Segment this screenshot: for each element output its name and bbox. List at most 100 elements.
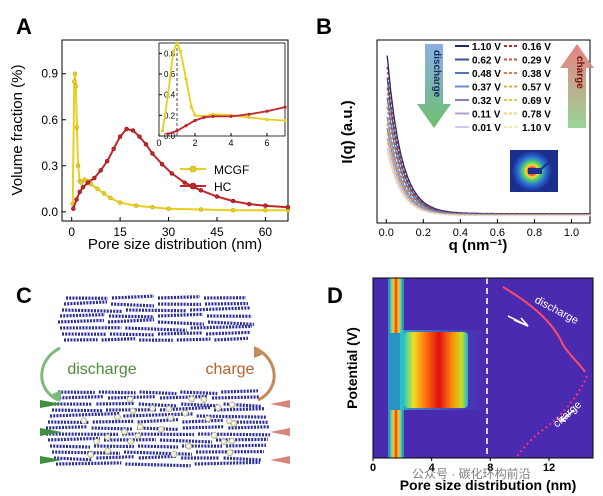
panel-d-heatmap: discharge charge Potential (V) Pore size… bbox=[344, 277, 594, 493]
x-tick-label: 0.6 bbox=[490, 227, 505, 239]
ion-arrow bbox=[270, 456, 290, 464]
saxs-pattern-image bbox=[510, 150, 558, 192]
graphene-layer bbox=[181, 402, 220, 408]
inset-point-hc bbox=[247, 112, 251, 116]
graphene-layer bbox=[197, 432, 271, 437]
x-tick-label: 1.0 bbox=[564, 227, 579, 239]
saxs-curve bbox=[386, 152, 591, 217]
legend-charge-label: 0.29 V bbox=[522, 56, 551, 67]
graphene-layer bbox=[221, 389, 259, 394]
graphene-layer bbox=[157, 331, 203, 336]
graphene-layer bbox=[157, 312, 204, 318]
inset-point-hc bbox=[166, 132, 170, 136]
data-point-hc bbox=[285, 204, 291, 210]
panel-c-charge-label: charge bbox=[206, 361, 255, 378]
data-point-hc bbox=[150, 151, 155, 156]
data-point-mcgf bbox=[198, 207, 204, 212]
legend-discharge-label: 1.10 V bbox=[472, 42, 501, 53]
sodium-cluster bbox=[129, 407, 137, 415]
graphene-layer bbox=[61, 308, 123, 314]
sodium-cluster bbox=[157, 426, 165, 433]
panel-a-ylabel: Volume fraction (%) bbox=[9, 65, 26, 196]
graphene-layer bbox=[92, 419, 134, 424]
data-point-hc bbox=[247, 201, 252, 207]
panel-b-frame bbox=[376, 39, 591, 224]
x-tick-label: 60 bbox=[259, 225, 273, 239]
inset-point-hc bbox=[283, 105, 287, 109]
graphene-layer bbox=[205, 330, 251, 336]
graphene-layer bbox=[109, 332, 155, 337]
graphene-layer bbox=[182, 425, 225, 430]
graphene-layer bbox=[123, 450, 193, 456]
x-tick-label: 0.8 bbox=[527, 227, 542, 239]
graphene-layer bbox=[98, 390, 136, 395]
graphene-layer bbox=[189, 306, 251, 312]
data-point-hc bbox=[104, 158, 110, 164]
x-tick-label: 8 bbox=[487, 462, 493, 474]
sodium-cluster bbox=[93, 438, 100, 446]
data-point-hc bbox=[111, 146, 116, 152]
panel-d-ylabel: Potential (V) bbox=[344, 327, 360, 409]
charge-direction-shaft bbox=[561, 409, 575, 421]
panel-b-legend: 1.10 V 0.16 V 0.62 V 0.29 V 0.48 V 0.38 V 0.37… bbox=[455, 42, 551, 134]
inset-x-tick-label: 2 bbox=[192, 138, 197, 148]
ion-arrow bbox=[270, 428, 290, 436]
graphene-layer bbox=[225, 443, 267, 448]
discharge-arrow: discharge bbox=[417, 44, 451, 128]
graphene-layer bbox=[108, 314, 155, 319]
panel-c-illustration: discharge charge bbox=[40, 294, 290, 468]
sodium-clusters bbox=[80, 395, 238, 459]
data-point-mcgf bbox=[150, 204, 155, 210]
sodium-cluster bbox=[200, 396, 208, 403]
sodium-cluster bbox=[127, 438, 134, 445]
inset-point-mcgf bbox=[184, 77, 188, 81]
inset-point-hc bbox=[211, 114, 215, 118]
graphene-layer bbox=[125, 326, 187, 332]
inset-point-hc bbox=[193, 118, 197, 123]
graphene-layer bbox=[93, 444, 135, 449]
panel-a-xlabel: Pore size distribution (nm) bbox=[88, 236, 262, 253]
inset-point-mcgf bbox=[171, 49, 175, 53]
inset-point-mcgf bbox=[265, 117, 269, 122]
panel-a-frame bbox=[61, 39, 289, 222]
sodium-cluster bbox=[228, 437, 236, 445]
inset-x-tick-label: 0 bbox=[156, 138, 161, 148]
data-point-mcgf bbox=[72, 79, 77, 84]
sodium-cluster bbox=[220, 438, 228, 446]
data-point-hc bbox=[137, 134, 142, 139]
data-point-mcgf bbox=[79, 180, 84, 185]
panel-a-chart: Volume fraction (%) Pore size distributi… bbox=[9, 39, 291, 253]
heatmap-edge-hot-top bbox=[390, 278, 402, 333]
sodium-cluster bbox=[149, 405, 156, 412]
data-point-mcgf bbox=[72, 71, 78, 76]
sodium-cluster bbox=[211, 432, 218, 439]
graphene-layer bbox=[139, 390, 177, 396]
ion-stream-arrows bbox=[40, 400, 290, 464]
graphene-layer bbox=[176, 337, 211, 342]
panel-c-letter: C bbox=[16, 283, 32, 308]
data-point-hc bbox=[130, 128, 136, 133]
inset-point-hc bbox=[265, 109, 269, 113]
charge-arrow-shape bbox=[560, 44, 594, 128]
sodium-cluster bbox=[80, 417, 88, 425]
data-point-mcgf bbox=[230, 208, 236, 213]
inset-point-hc bbox=[184, 124, 188, 128]
graphene-layer bbox=[125, 462, 191, 468]
graphene-layer bbox=[53, 456, 93, 462]
data-point-hc bbox=[143, 142, 149, 147]
sodium-cluster bbox=[121, 428, 128, 436]
graphene-layer bbox=[111, 294, 155, 300]
x-tick-label: 0 bbox=[68, 225, 75, 239]
saxs-beamstop bbox=[528, 168, 542, 174]
inset-point-mcgf bbox=[247, 115, 251, 119]
legend-mcgf-marker bbox=[189, 165, 197, 173]
heatmap-hot-region bbox=[404, 332, 468, 408]
graphene-layer bbox=[213, 407, 265, 412]
inset-series-hc bbox=[167, 106, 286, 135]
data-point-hc bbox=[230, 198, 236, 204]
heatmap-edge-hot-bottom bbox=[390, 410, 402, 458]
panel-d-xlabel: Pore size distribution (nm) bbox=[400, 477, 577, 493]
data-point-hc bbox=[98, 168, 103, 173]
data-point-hc bbox=[263, 203, 268, 208]
